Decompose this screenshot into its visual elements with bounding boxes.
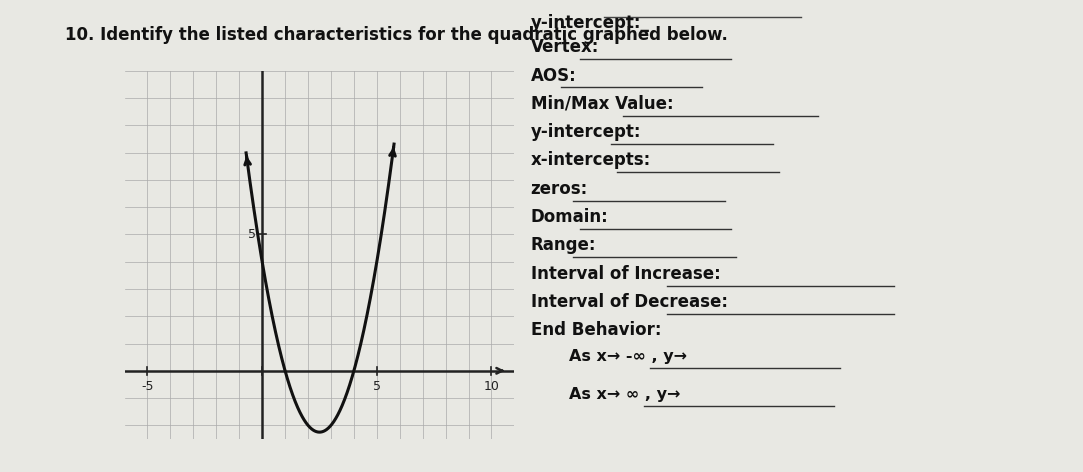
Text: zeros:: zeros: [531, 180, 588, 198]
Text: x-intercepts:: x-intercepts: [531, 152, 651, 169]
Text: y-intercept:_: y-intercept:_ [531, 14, 650, 32]
Text: Vertex:: Vertex: [531, 38, 599, 56]
Text: Min/Max Value:: Min/Max Value: [531, 95, 674, 113]
Text: As x→ ∞ , y→: As x→ ∞ , y→ [569, 387, 680, 402]
Text: Range:: Range: [531, 236, 596, 254]
Text: Interval of Increase:: Interval of Increase: [531, 265, 720, 283]
Text: 5: 5 [373, 380, 381, 393]
Text: Domain:: Domain: [531, 208, 609, 226]
Text: AOS:: AOS: [531, 67, 576, 84]
Text: y-intercept:: y-intercept: [531, 123, 641, 141]
Text: As x→ -∞ , y→: As x→ -∞ , y→ [569, 349, 687, 364]
Text: -5: -5 [141, 380, 154, 393]
Text: Interval of Decrease:: Interval of Decrease: [531, 293, 728, 311]
Text: End Behavior:: End Behavior: [531, 321, 661, 339]
Text: 5: 5 [248, 228, 257, 241]
Text: 10: 10 [483, 380, 499, 393]
Text: 10. Identify the listed characteristics for the quadratic graphed below.: 10. Identify the listed characteristics … [65, 26, 728, 44]
